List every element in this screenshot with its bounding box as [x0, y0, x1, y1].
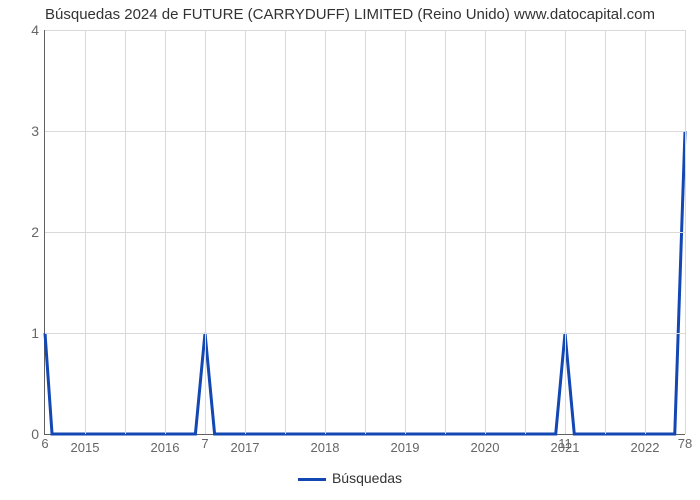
gridline-v — [165, 30, 166, 434]
gridline-v — [685, 30, 686, 434]
ytick-label: 2 — [31, 224, 45, 240]
gridline-v — [85, 30, 86, 434]
peak-label: 11 — [558, 434, 572, 451]
gridline-v — [485, 30, 486, 434]
gridline-v — [205, 30, 206, 434]
gridline-v — [365, 30, 366, 434]
gridline-v — [125, 30, 126, 434]
peak-label: 78 — [678, 434, 692, 451]
gridline-v — [445, 30, 446, 434]
xtick-label: 2020 — [471, 434, 500, 455]
gridline-v — [525, 30, 526, 434]
gridline-v — [245, 30, 246, 434]
xtick-label: 2022 — [631, 434, 660, 455]
gridline-v — [565, 30, 566, 434]
gridline-v — [645, 30, 646, 434]
gridline-v — [605, 30, 606, 434]
peak-label: 7 — [201, 434, 208, 451]
ytick-label: 1 — [31, 325, 45, 341]
ytick-label: 4 — [31, 22, 45, 38]
legend: Búsquedas — [0, 470, 700, 486]
xtick-label: 2016 — [151, 434, 180, 455]
xtick-label: 2017 — [231, 434, 260, 455]
chart-title: Búsquedas 2024 de FUTURE (CARRYDUFF) LIM… — [0, 0, 700, 23]
gridline-v — [325, 30, 326, 434]
xtick-label: 2018 — [311, 434, 340, 455]
gridline-v — [285, 30, 286, 434]
ytick-label: 3 — [31, 123, 45, 139]
gridline-v — [405, 30, 406, 434]
plot-area: 0123420152016201720182019202020212022671… — [44, 30, 685, 435]
peak-label: 6 — [41, 434, 48, 451]
xtick-label: 2015 — [71, 434, 100, 455]
xtick-label: 2019 — [391, 434, 420, 455]
legend-swatch — [298, 478, 326, 481]
legend-label: Búsquedas — [332, 470, 402, 486]
